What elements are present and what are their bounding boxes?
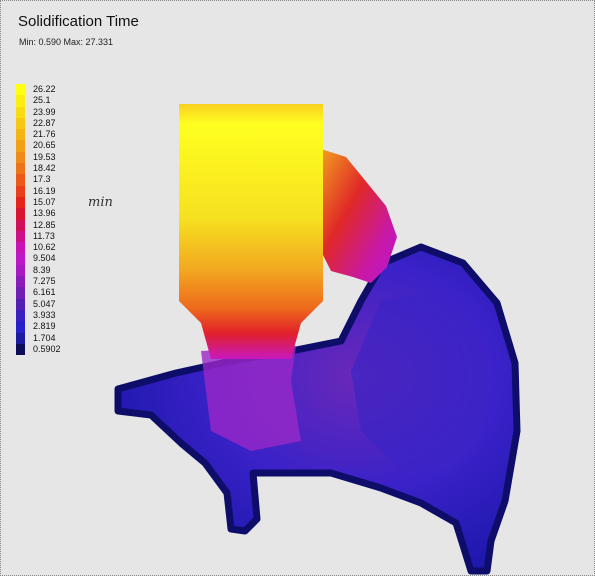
legend-swatch bbox=[16, 140, 25, 151]
legend-swatch bbox=[16, 186, 25, 197]
legend-swatch bbox=[16, 197, 25, 208]
legend-label: 2.819 bbox=[33, 321, 56, 332]
legend-label: 6.161 bbox=[33, 287, 56, 298]
legend-label: 15.07 bbox=[33, 197, 56, 208]
legend-label: 17.3 bbox=[33, 174, 51, 185]
legend-label: 9.504 bbox=[33, 253, 56, 264]
legend-label: 16.19 bbox=[33, 186, 56, 197]
legend-swatch bbox=[16, 84, 25, 95]
legend-swatch bbox=[16, 344, 25, 355]
legend-label: 20.65 bbox=[33, 140, 56, 151]
casting-render bbox=[1, 1, 594, 575]
legend-label: 18.42 bbox=[33, 163, 56, 174]
sprue bbox=[179, 104, 323, 359]
legend-swatch bbox=[16, 276, 25, 287]
legend-label: 8.39 bbox=[33, 265, 51, 276]
legend-swatch bbox=[16, 242, 25, 253]
legend-swatch bbox=[16, 95, 25, 106]
legend-swatch bbox=[16, 321, 25, 332]
legend-label: 12.85 bbox=[33, 220, 56, 231]
legend-swatch bbox=[16, 163, 25, 174]
legend-label: 22.87 bbox=[33, 118, 56, 129]
legend-swatch bbox=[16, 107, 25, 118]
riser-neck bbox=[321, 149, 397, 283]
legend-label: 3.933 bbox=[33, 310, 56, 321]
legend-swatch bbox=[16, 152, 25, 163]
legend-label: 1.704 bbox=[33, 333, 56, 344]
legend-label: 10.62 bbox=[33, 242, 56, 253]
legend-swatch bbox=[16, 118, 25, 129]
viewport: Solidification Time Min: 0.590 Max: 27.3… bbox=[0, 0, 595, 576]
legend-swatch bbox=[16, 129, 25, 140]
legend-label: 11.73 bbox=[33, 231, 55, 242]
legend-swatch bbox=[16, 253, 25, 264]
legend-label: 23.99 bbox=[33, 107, 56, 118]
subtitle: Min: 0.590 Max: 27.331 bbox=[19, 37, 113, 47]
legend-swatch bbox=[16, 287, 25, 298]
legend-swatch bbox=[16, 333, 25, 344]
legend-label: 13.96 bbox=[33, 208, 56, 219]
view-label: min bbox=[88, 195, 113, 210]
legend-swatch bbox=[16, 174, 25, 185]
legend-label: 21.76 bbox=[33, 129, 56, 140]
legend-label: 5.047 bbox=[33, 299, 56, 310]
legend-label: 0.5902 bbox=[33, 344, 61, 355]
legend-swatch bbox=[16, 310, 25, 321]
legend-swatch bbox=[16, 208, 25, 219]
legend-label: 26.22 bbox=[33, 84, 56, 95]
title: Solidification Time bbox=[18, 13, 139, 30]
legend-label: 25.1 bbox=[33, 95, 51, 106]
legend-swatch bbox=[16, 299, 25, 310]
legend-label: 7.275 bbox=[33, 276, 56, 287]
legend-swatch bbox=[16, 265, 25, 276]
legend-label: 19.53 bbox=[33, 152, 56, 163]
legend-swatch bbox=[16, 220, 25, 231]
legend-swatch bbox=[16, 231, 25, 242]
